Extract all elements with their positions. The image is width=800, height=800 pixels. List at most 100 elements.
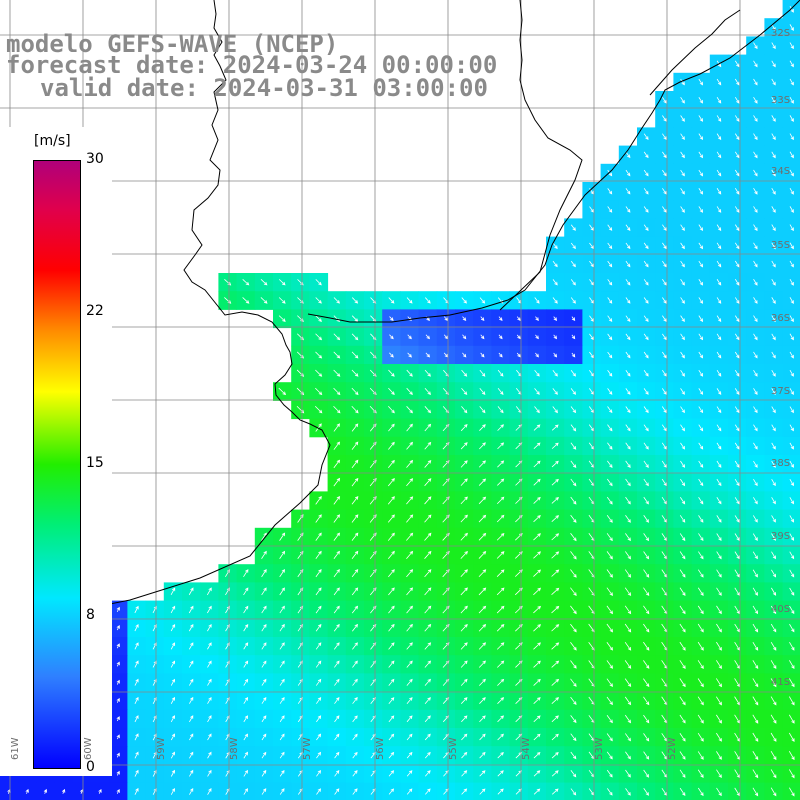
wind-arrow [624,551,631,560]
wind-arrow [606,641,614,651]
wind-arrow [607,369,613,377]
wind-arrow [770,787,777,797]
wind-arrow [478,514,487,523]
wind-arrow [716,460,722,468]
wind-arrow [551,460,559,468]
coastline-uruguay [307,0,800,323]
wind-arrow [279,587,285,596]
wind-arrow [260,297,268,304]
wind-arrow [716,569,722,578]
wind-arrow [788,769,795,779]
wind-arrow [497,697,505,704]
wind-arrow [352,715,358,723]
wind-arrow [315,297,322,304]
wind-arrow [334,678,340,686]
wind-arrow [734,551,740,560]
wind-arrow [753,224,758,232]
wind-arrow [789,151,794,159]
wind-arrow [406,642,413,650]
wind-arrow [333,605,340,614]
wind-arrow [606,605,613,615]
wind-arrow [207,605,212,614]
wind-arrow [789,24,794,31]
wind-arrow [570,623,577,633]
wind-arrow [697,569,704,578]
wind-arrow [679,714,686,724]
wind-arrow [351,441,359,450]
wind-arrow [716,279,722,286]
wind-arrow [478,551,487,559]
wind-arrow [389,316,394,322]
wind-arrow [697,678,704,688]
wind-arrow [788,750,795,761]
wind-arrow [753,406,758,414]
wind-arrow [643,751,650,760]
wind-arrow [771,533,776,541]
wind-arrow [552,406,558,414]
wind-arrow [625,496,631,505]
wind-arrow [243,788,248,795]
wind-arrow [116,661,120,667]
wind-arrow [734,478,740,487]
wind-arrow [715,714,722,724]
wind-arrow [461,369,468,377]
wind-arrow [715,696,722,706]
wind-arrow [460,697,468,704]
wind-arrow [680,351,685,359]
wind-arrow [496,623,505,632]
wind-arrow [679,587,686,596]
wind-arrow [625,206,631,213]
lat-label: 34S [771,166,791,177]
wind-arrow [479,297,486,304]
wind-arrow [606,751,613,760]
wind-arrow [443,316,449,322]
wind-arrow [662,224,667,232]
wind-arrow [571,334,576,340]
wind-arrow [697,732,704,742]
wind-arrow [189,769,194,777]
wind-cell [782,254,800,274]
wind-arrow [734,78,740,86]
wind-arrow [170,678,175,686]
wind-cell [764,782,784,800]
wind-arrow [387,496,395,505]
wind-arrow [261,715,267,723]
wind-arrow [134,623,139,632]
wind-arrow [789,278,794,286]
wind-arrow [770,660,777,670]
wind-arrow [461,406,468,414]
lat-label: 35S [771,240,791,251]
wind-arrow [643,696,650,706]
colorbar-tick: 15 [86,455,104,471]
wind-arrow [752,587,758,596]
wind-arrow [388,569,395,578]
wind-arrow [261,751,267,759]
wind-arrow [734,369,740,377]
wind-arrow [207,715,212,723]
wind-arrow [388,788,395,795]
wind-arrow [206,587,212,596]
wind-arrow [134,696,139,704]
wind-arrow [625,478,631,487]
wind-arrow [662,351,667,359]
wind-arrow [406,369,413,377]
wind-arrow [625,315,631,322]
wind-arrow [207,696,212,704]
border-river [499,0,583,311]
wind-arrow [388,369,395,377]
wind-arrow [61,788,66,794]
wind-arrow [551,533,560,541]
wind-arrow [570,678,577,687]
wind-arrow [170,623,176,632]
wind-arrow [170,787,175,795]
wind-arrow [606,788,613,796]
wind-arrow [753,169,758,177]
wind-arrow [716,78,722,86]
wind-arrow [551,660,560,668]
wind-arrow [734,60,740,68]
wind-arrow [698,78,704,86]
wind-arrow [551,697,560,704]
wind-arrow [533,551,541,559]
wind-arrow [479,424,486,431]
wind-arrow [388,623,395,632]
